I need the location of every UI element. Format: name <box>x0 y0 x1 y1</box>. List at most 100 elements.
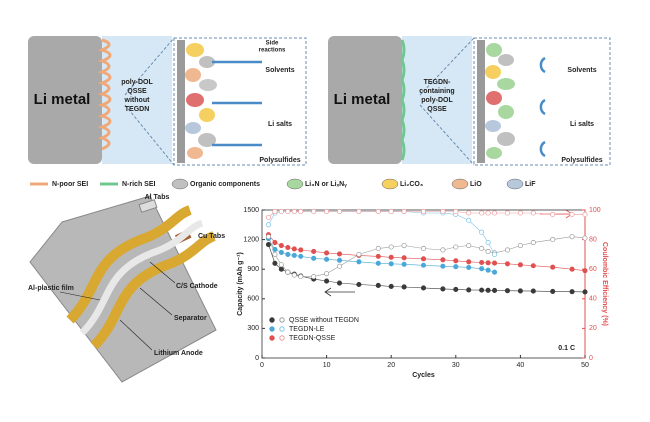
y2-axis-label: Coulombic Efficiency (%) <box>601 242 608 326</box>
species-label: Solvents <box>567 67 596 74</box>
capacity-marker <box>401 255 407 261</box>
efficiency-marker <box>569 211 575 217</box>
capacity-marker <box>336 257 343 263</box>
efficiency-marker <box>517 242 523 249</box>
label-line: QSSE <box>427 106 447 113</box>
electrolyte <box>402 36 472 164</box>
zoom-box <box>473 37 611 166</box>
capacity-marker <box>517 288 523 294</box>
capacity-marker <box>466 259 472 265</box>
efficiency-marker <box>582 235 588 241</box>
capacity-marker <box>291 246 297 252</box>
capacity-marker <box>298 253 304 259</box>
efficiency-marker <box>336 263 343 269</box>
side-reaction-lines <box>212 60 262 147</box>
capacity-marker <box>388 261 394 267</box>
efficiency-marker <box>485 248 491 254</box>
legend-label: N-poor SEI <box>52 181 88 188</box>
schematic-right <box>328 36 611 166</box>
efficiency-marker <box>485 210 491 216</box>
sei-grains <box>485 43 515 159</box>
capacity-marker <box>356 281 362 288</box>
capacity-marker <box>569 289 575 295</box>
efficiency-marker <box>324 271 330 277</box>
electrolyte <box>102 36 172 164</box>
label-line: QSSE <box>127 88 147 95</box>
efficiency-marker <box>550 237 556 243</box>
capacity-marker <box>336 280 343 286</box>
legend-label: LiF <box>525 181 536 188</box>
pouch-label: Separator <box>174 315 207 322</box>
y2-tick-label: 40 <box>589 296 597 303</box>
capacity-marker <box>324 250 330 256</box>
capacity-marker <box>453 264 459 270</box>
capacity-marker <box>291 252 297 258</box>
n-rich-sei <box>400 39 406 161</box>
efficiency-marker <box>285 269 291 275</box>
x-tick-label: 20 <box>387 362 395 369</box>
li-metal <box>328 36 402 164</box>
capacity-marker <box>278 242 284 249</box>
n-poor-sei <box>97 38 112 151</box>
label-line: Side <box>266 41 279 47</box>
label-line: containing <box>419 88 454 95</box>
efficiency-marker <box>517 210 523 216</box>
zoom-line <box>124 104 175 166</box>
capacity-marker <box>401 261 407 267</box>
label-line: TEGDN <box>125 106 150 113</box>
efficiency-marker <box>388 208 394 215</box>
efficiency-marker <box>401 208 407 215</box>
efficiency-marker <box>265 234 272 240</box>
x-tick-label: 0 <box>260 362 264 369</box>
capacity-marker <box>550 288 556 294</box>
y-tick-label: 300 <box>247 325 259 332</box>
capacity-marker <box>440 286 446 292</box>
legend-marker <box>279 317 285 323</box>
y-axis-label: Capacity (mAh g⁻¹) <box>237 252 244 316</box>
separator-layer <box>79 219 204 336</box>
efficiency-marker <box>356 251 362 257</box>
x-tick-label: 40 <box>517 362 525 369</box>
y-tick-label: 1200 <box>243 236 259 243</box>
efficiency-marker <box>420 245 427 252</box>
legend-label: Li₃N or LiₓNᵧ <box>305 181 347 188</box>
y-tick-label: 1500 <box>243 207 259 214</box>
capacity-marker <box>550 264 556 270</box>
zoom-line <box>124 37 175 96</box>
efficiency-marker <box>569 234 575 240</box>
capacity-marker <box>466 264 472 270</box>
capacity-marker <box>375 253 381 259</box>
capacity-marker <box>278 249 284 255</box>
efficiency-marker <box>492 210 498 216</box>
capacity-marker <box>582 289 588 295</box>
efficiency-marker <box>388 244 394 250</box>
capacity-marker <box>517 262 523 268</box>
capacity-marker <box>504 288 511 294</box>
capacity-marker <box>311 248 317 254</box>
series-line <box>268 236 586 277</box>
schematic-left <box>28 36 307 166</box>
efficiency-marker <box>311 274 317 280</box>
efficiency-marker <box>420 208 427 215</box>
efficiency-marker <box>272 251 278 257</box>
efficiency-marker <box>440 247 446 253</box>
chart-arrows <box>324 209 573 297</box>
efficiency-marker <box>375 208 381 215</box>
species-label: Polysulfides <box>561 157 602 164</box>
capacity-marker <box>485 287 491 293</box>
schematic-legend <box>30 178 524 190</box>
capacity-marker <box>311 255 317 261</box>
zoom-box <box>173 37 307 166</box>
efficiency-marker <box>278 208 284 215</box>
efficiency-marker <box>285 208 291 215</box>
capacity-marker <box>285 251 291 257</box>
species-label: Li salts <box>268 121 292 128</box>
legend-label: TEGDN-LE <box>289 326 325 333</box>
capacity-marker <box>324 278 330 284</box>
y-tick-label: 600 <box>247 296 259 303</box>
legend-label: QSSE without TEGDN <box>289 317 359 324</box>
capacity-marker <box>420 256 427 262</box>
efficiency-marker <box>530 240 536 246</box>
sei-grains <box>185 43 217 159</box>
pouch-label: Cu Tabs <box>198 233 225 240</box>
